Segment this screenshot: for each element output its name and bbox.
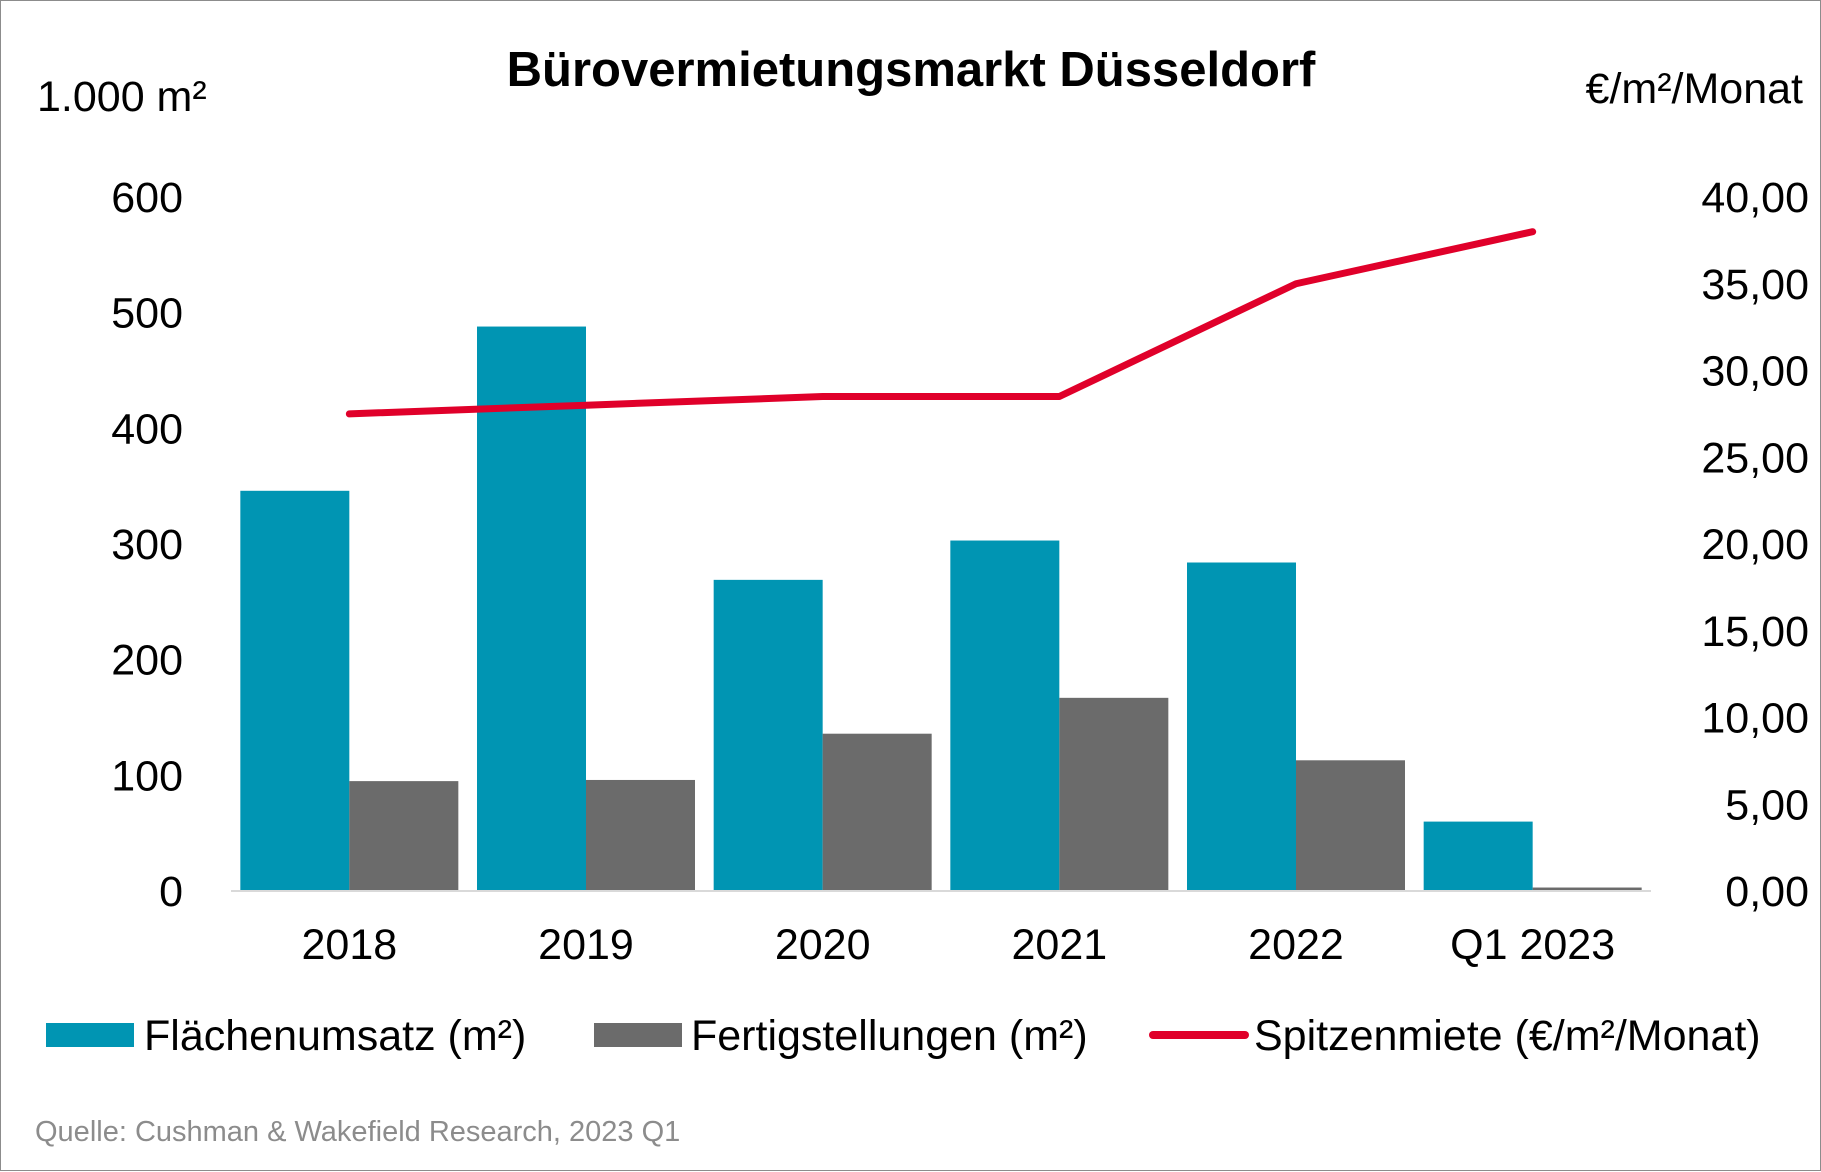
legend-swatch <box>46 1023 134 1047</box>
left-tick-label: 400 <box>111 405 183 453</box>
left-tick-label: 100 <box>111 752 183 800</box>
bar-fertigstellungen <box>822 733 932 891</box>
bar-flaechenumsatz <box>240 490 350 891</box>
legend-swatch <box>594 1023 682 1047</box>
right-tick-label: 40,00 <box>1701 174 1809 222</box>
left-tick-label: 0 <box>159 868 183 916</box>
bar-fertigstellungen <box>1296 760 1405 891</box>
right-tick-label: 30,00 <box>1701 348 1809 396</box>
bar-flaechenumsatz <box>713 579 823 891</box>
legend-label: Fertigstellungen (m²) <box>691 1012 1088 1060</box>
category-labels: 2018 2019 2020 2021 2022 Q1 2023 <box>301 921 1615 969</box>
right-tick-label: 0,00 <box>1725 868 1809 916</box>
source-note: Quelle: Cushman & Wakefield Research, 20… <box>35 1116 680 1148</box>
bars-layer <box>240 326 1642 892</box>
line-spitzenmiete <box>345 228 1537 418</box>
right-tick-label: 20,00 <box>1701 521 1809 569</box>
left-tick-label: 200 <box>111 637 183 685</box>
bar-fertigstellungen <box>349 781 459 891</box>
right-tick-label: 10,00 <box>1701 695 1809 743</box>
left-tick-label: 600 <box>111 174 183 222</box>
left-axis-ticks: 0 100 200 300 400 500 600 <box>111 174 183 916</box>
bar-fertigstellungen <box>1532 887 1642 891</box>
category-label: 2020 <box>775 921 871 969</box>
bar-flaechenumsatz <box>1187 562 1296 891</box>
chart-title: Bürovermietungsmarkt Düsseldorf <box>507 43 1316 97</box>
legend: Flächenumsatz (m²) Fertigstellungen (m²) S… <box>46 1012 1761 1060</box>
legend-label: Spitzenmiete (€/m²/Monat) <box>1254 1012 1761 1060</box>
left-tick-label: 500 <box>111 290 183 338</box>
category-label: 2021 <box>1011 921 1107 969</box>
left-axis-unit-label: 1.000 m² <box>37 73 207 121</box>
bar-flaechenumsatz <box>477 326 586 892</box>
bar-fertigstellungen <box>586 779 695 891</box>
right-tick-label: 35,00 <box>1701 261 1809 309</box>
bar-flaechenumsatz <box>1423 821 1533 891</box>
right-axis-ticks: 0,00 5,00 10,00 15,00 20,00 25,00 30,00 35,00 40… <box>1701 174 1809 916</box>
right-tick-label: 25,00 <box>1701 434 1809 482</box>
left-tick-label: 300 <box>111 521 183 569</box>
category-label: 2022 <box>1248 921 1344 969</box>
legend-label: Flächenumsatz (m²) <box>144 1012 526 1060</box>
right-tick-label: 5,00 <box>1725 781 1809 829</box>
bar-flaechenumsatz <box>950 540 1060 891</box>
right-tick-label: 15,00 <box>1701 608 1809 656</box>
category-label: Q1 2023 <box>1450 921 1615 969</box>
right-axis-unit-label: €/m²/Monat <box>1586 65 1804 113</box>
bar-fertigstellungen <box>1059 697 1169 891</box>
line-layer <box>345 228 1537 418</box>
category-label: 2018 <box>301 921 397 969</box>
category-label: 2019 <box>538 921 634 969</box>
